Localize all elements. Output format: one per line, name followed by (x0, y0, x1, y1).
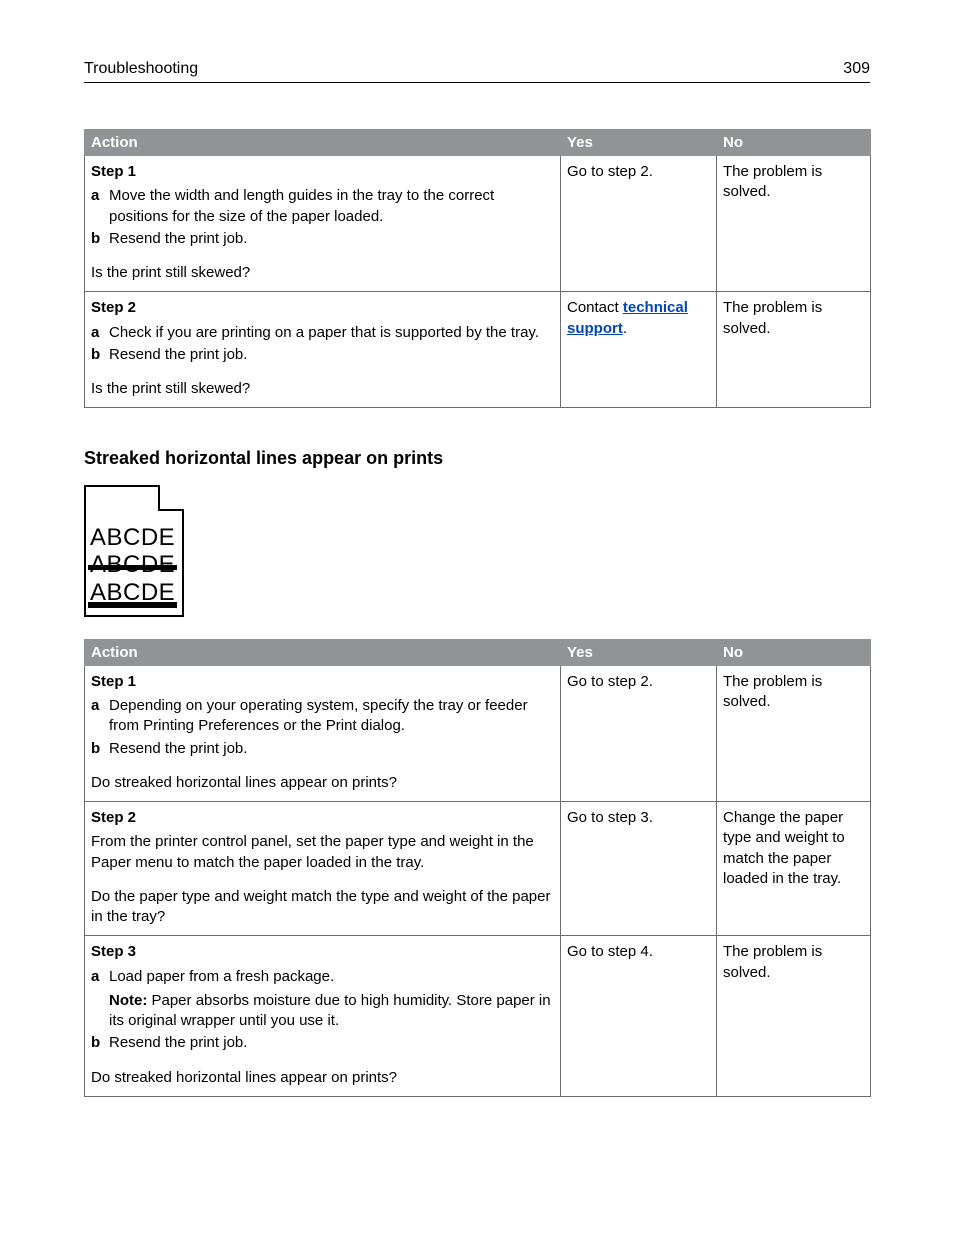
list-letter: b (91, 1033, 109, 1053)
th-yes: Yes (561, 130, 717, 156)
step-question: Do the paper type and weight match the t… (91, 887, 554, 928)
table-skewed-print: Action Yes No Step 1 a Move the width an… (84, 129, 871, 408)
th-no: No (717, 130, 871, 156)
list-letter: a (91, 186, 109, 227)
cell-yes: Go to step 2. (561, 156, 717, 292)
step-label: Step 1 (91, 162, 554, 182)
table-row: Step 1 a Depending on your operating sys… (85, 665, 871, 801)
list-letter: b (91, 345, 109, 365)
list-letter: a (91, 696, 109, 737)
step-question: Do streaked horizontal lines appear on p… (91, 1068, 554, 1088)
cell-no: The problem is solved. (717, 936, 871, 1097)
list-item: Resend the print job. (109, 739, 554, 759)
note-label: Note: (109, 992, 147, 1009)
cell-no: Change the paper type and weight to matc… (717, 802, 871, 936)
list-letter: b (91, 739, 109, 759)
step-question: Do streaked horizontal lines appear on p… (91, 773, 554, 793)
list-letter: a (91, 967, 109, 1032)
list-item: Resend the print job. (109, 229, 554, 249)
cell-no: The problem is solved. (717, 156, 871, 292)
yes-suffix: . (623, 320, 627, 337)
cell-yes: Go to step 2. (561, 665, 717, 801)
step-question: Is the print still skewed? (91, 379, 554, 399)
th-yes: Yes (561, 639, 717, 665)
cell-no: The problem is solved. (717, 292, 871, 408)
page-header: Troubleshooting 309 (84, 60, 870, 83)
th-no: No (717, 639, 871, 665)
cell-yes: Go to step 4. (561, 936, 717, 1097)
list-item: Check if you are printing on a paper tha… (109, 323, 554, 343)
list-item: Depending on your operating system, spec… (109, 696, 554, 737)
list-item: Move the width and length guides in the … (109, 186, 554, 227)
table-row: Step 2 From the printer control panel, s… (85, 802, 871, 936)
step-label: Step 2 (91, 808, 554, 828)
cell-yes: Contact technical support. (561, 292, 717, 408)
list-item: Resend the print job. (109, 345, 554, 365)
section-subheading: Streaked horizontal lines appear on prin… (84, 448, 870, 469)
cell-no: The problem is solved. (717, 665, 871, 801)
th-action: Action (85, 130, 561, 156)
table-row: Step 3 a Load paper from a fresh package… (85, 936, 871, 1097)
step-question: Is the print still skewed? (91, 263, 554, 283)
list-item: Load paper from a fresh package. (109, 968, 334, 985)
yes-prefix: Contact (567, 299, 623, 316)
illus-line: ABCDE (90, 580, 175, 605)
illus-line: ABCDE (90, 552, 175, 577)
table-row: Step 1 a Move the width and length guide… (85, 156, 871, 292)
table-row: Step 2 a Check if you are printing on a … (85, 292, 871, 408)
illus-line: ABCDE (90, 524, 175, 551)
list-letter: a (91, 323, 109, 343)
step-label: Step 2 (91, 298, 554, 318)
note-text: Paper absorbs moisture due to high humid… (109, 992, 551, 1029)
page-number: 309 (843, 60, 870, 78)
cell-yes: Go to step 3. (561, 802, 717, 936)
step-label: Step 3 (91, 942, 554, 962)
list-letter: b (91, 229, 109, 249)
step-body: From the printer control panel, set the … (91, 832, 554, 873)
section-title: Troubleshooting (84, 60, 198, 78)
table-streaked-lines: Action Yes No Step 1 a Depending on your… (84, 639, 871, 1097)
streaked-lines-illustration: ABCDE ABCDE ABCDE (84, 485, 870, 617)
list-item: Resend the print job. (109, 1033, 554, 1053)
th-action: Action (85, 639, 561, 665)
step-label: Step 1 (91, 672, 554, 692)
